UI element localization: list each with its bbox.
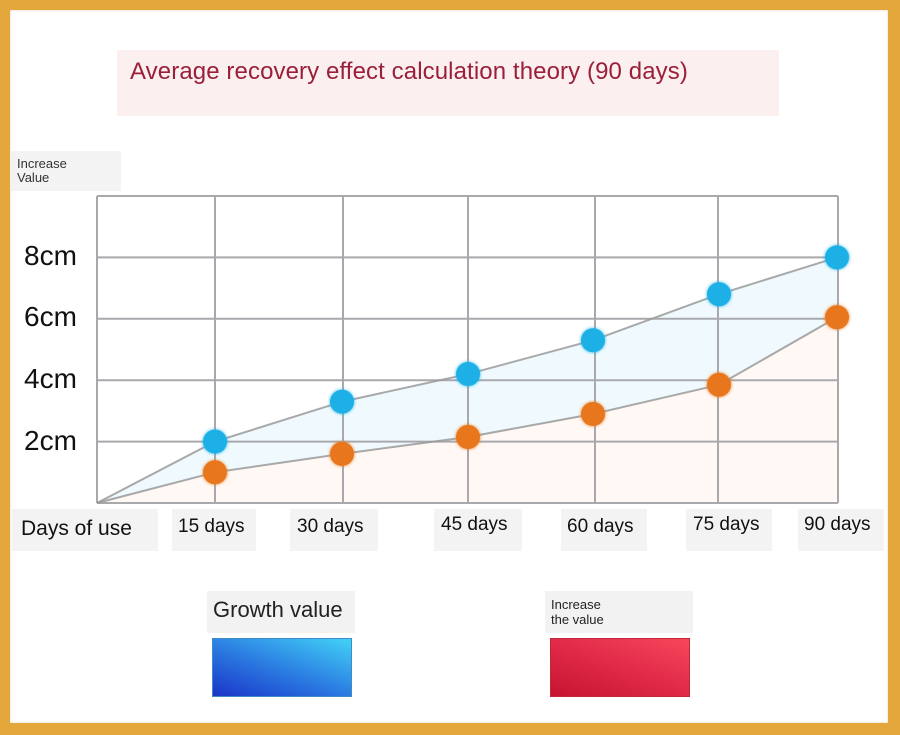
y-axis-label-background bbox=[11, 151, 121, 191]
x-tick-background bbox=[290, 509, 378, 551]
data-point-growth bbox=[203, 429, 227, 454]
data-point-growth bbox=[707, 282, 731, 307]
x-tick-background bbox=[561, 509, 647, 551]
data-point-growth bbox=[330, 389, 354, 414]
legend-label-growth: Growth value bbox=[213, 597, 343, 622]
y-axis-label-line-1: Increase bbox=[17, 156, 67, 171]
x-tick-label: 45 days bbox=[441, 514, 508, 535]
y-tick-label: 8cm bbox=[24, 240, 77, 271]
y-axis-label-line-2: Value bbox=[17, 170, 50, 185]
data-point-growth bbox=[456, 362, 480, 387]
y-axis-label: Increase Value bbox=[17, 157, 107, 185]
data-point-increase bbox=[825, 305, 849, 330]
legend-label-increase-line-2: the value bbox=[551, 612, 604, 627]
legend-swatch-growth bbox=[212, 638, 352, 697]
x-tick-label: 90 days bbox=[804, 514, 871, 535]
legend-label-increase-line-1: Increase bbox=[551, 597, 601, 612]
series-under-fill bbox=[97, 317, 837, 503]
x-tick-background bbox=[686, 509, 772, 551]
chart-title: Average recovery effect calculation theo… bbox=[130, 58, 688, 85]
x-axis-title: Days of use bbox=[21, 517, 132, 540]
y-tick-label: 4cm bbox=[24, 363, 77, 394]
x-tick-background bbox=[798, 509, 884, 551]
x-tick-label: 15 days bbox=[178, 516, 245, 537]
x-axis-title-background bbox=[12, 509, 158, 551]
data-points bbox=[203, 245, 849, 485]
title-background bbox=[117, 50, 779, 116]
x-tick-label: 60 days bbox=[567, 516, 634, 537]
legend-label-background bbox=[207, 591, 355, 633]
data-point-increase bbox=[707, 372, 731, 397]
x-tick-background bbox=[172, 509, 256, 551]
data-point-increase bbox=[456, 424, 480, 449]
data-point-increase bbox=[203, 460, 227, 485]
x-tick-background bbox=[434, 509, 522, 551]
legend-swatch-increase bbox=[550, 638, 690, 697]
data-point-increase bbox=[330, 441, 354, 466]
x-tick-label: 30 days bbox=[297, 516, 364, 537]
y-tick-label: 2cm bbox=[24, 425, 77, 456]
legend-label-increase: Increase the value bbox=[551, 597, 604, 627]
legend-label-background bbox=[545, 591, 693, 633]
y-tick-label: 6cm bbox=[24, 301, 77, 332]
x-tick-label: 75 days bbox=[693, 514, 760, 535]
data-point-growth bbox=[581, 328, 605, 353]
data-point-growth bbox=[825, 245, 849, 270]
data-point-increase bbox=[581, 401, 605, 426]
